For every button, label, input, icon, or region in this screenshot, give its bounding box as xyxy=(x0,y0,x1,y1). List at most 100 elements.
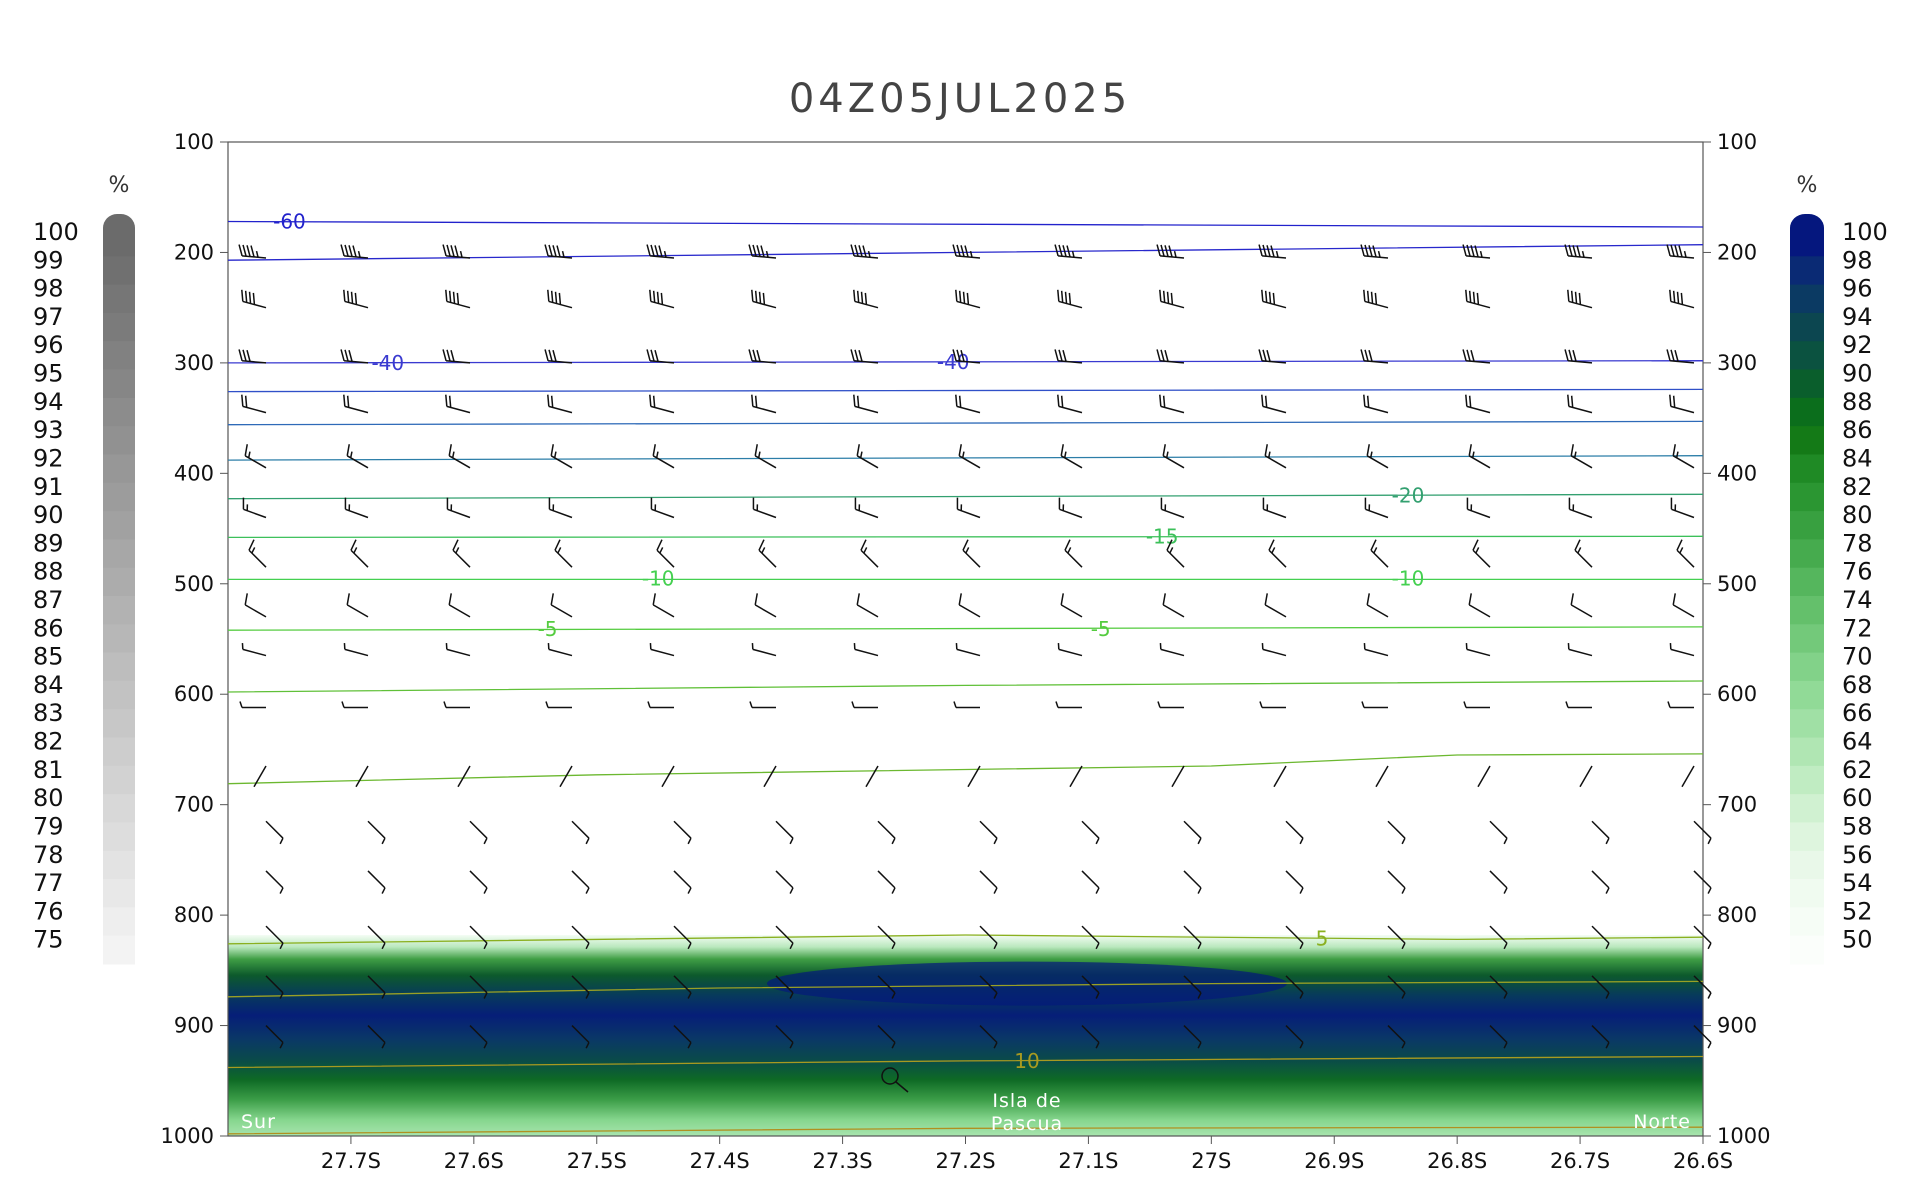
wind-barb-flag xyxy=(280,838,283,844)
wind-barb-flag xyxy=(243,350,246,361)
right-colorbar-swatch xyxy=(1790,653,1824,682)
wind-barb-flag xyxy=(1476,547,1479,553)
y-tick-label-right: 1000 xyxy=(1717,1124,1770,1148)
wind-barb-flag xyxy=(1056,701,1058,707)
contour-label: -5 xyxy=(538,617,558,641)
wind-barb-flag xyxy=(1463,349,1466,360)
wind-barb xyxy=(1056,701,1082,707)
wind-barb xyxy=(449,444,470,468)
wind-barb xyxy=(551,593,572,617)
wind-barb-flag xyxy=(1175,251,1176,257)
right-colorbar-label: 86 xyxy=(1842,416,1873,444)
left-colorbar-label: 93 xyxy=(33,416,64,444)
wind-barb-flag xyxy=(352,292,353,304)
wind-barb-shaft xyxy=(1263,649,1286,655)
left-colorbar-label: 89 xyxy=(33,529,64,557)
wind-barb xyxy=(650,290,674,308)
wind-barb-flag xyxy=(1361,245,1364,256)
left-colorbar-swatch xyxy=(103,398,135,427)
right-colorbar-swatch xyxy=(1790,511,1824,540)
wind-barb-flag xyxy=(956,395,957,407)
wind-barb-flag xyxy=(859,350,862,361)
wind-barb xyxy=(1259,245,1286,258)
wind-barb-flag xyxy=(1262,290,1263,302)
wind-barb-flag xyxy=(964,292,965,304)
wind-barb-flag xyxy=(348,396,349,408)
wind-barb-flag xyxy=(242,395,243,407)
wind-barb-flag xyxy=(1573,350,1576,361)
wind-barb-flag xyxy=(586,838,589,844)
wind-barb-flag xyxy=(243,245,246,256)
wind-barb-shaft xyxy=(1061,605,1082,617)
wind-barb-flag xyxy=(858,396,859,408)
wind-barb-flag xyxy=(1565,349,1568,360)
right-colorbar-label: 74 xyxy=(1842,586,1873,614)
left-colorbar-swatch xyxy=(103,313,135,342)
wind-barb xyxy=(1677,540,1694,568)
right-colorbar-swatch xyxy=(1790,681,1824,710)
wind-barb xyxy=(1265,593,1286,617)
wind-barb xyxy=(1065,540,1082,568)
wind-barb-flag xyxy=(1469,444,1471,456)
wind-barb-flag xyxy=(1671,350,1674,361)
left-colorbar-label: 77 xyxy=(33,869,64,897)
right-colorbar-swatch xyxy=(1790,936,1824,965)
wind-barb xyxy=(1163,444,1184,468)
wind-barb xyxy=(1365,498,1388,518)
wind-barb-flag xyxy=(1068,547,1071,553)
wind-barb xyxy=(1262,290,1286,308)
right-colorbar-label: 98 xyxy=(1842,246,1873,274)
wind-barb-shaft xyxy=(266,871,283,888)
wind-barb xyxy=(648,701,674,707)
wind-barb-flag xyxy=(1062,291,1063,303)
wind-barb-flag xyxy=(546,701,548,707)
wind-barb-flag xyxy=(1272,547,1275,553)
wind-barb xyxy=(1568,643,1592,656)
wind-barb-flag xyxy=(239,349,242,360)
wind-barb xyxy=(1070,766,1082,787)
wind-barb xyxy=(1161,498,1184,518)
right-colorbar-swatch xyxy=(1790,454,1824,483)
wind-barb-flag xyxy=(257,251,258,257)
wind-barb-shaft xyxy=(345,649,368,655)
wind-barb-flag xyxy=(451,350,454,361)
left-colorbar-label: 82 xyxy=(33,728,64,756)
wind-barb-flag xyxy=(759,452,760,458)
right-colorbar-label: 96 xyxy=(1842,275,1873,303)
left-colorbar-swatch xyxy=(103,426,135,455)
wind-barb-shaft xyxy=(651,649,674,655)
wind-barb xyxy=(341,349,368,362)
wind-barb-flag xyxy=(1271,246,1274,257)
wind-barb-flag xyxy=(1708,943,1711,949)
wind-barb-flag xyxy=(1464,701,1466,707)
y-tick-label-left: 1000 xyxy=(161,1124,214,1148)
wind-barb-flag xyxy=(957,245,960,256)
wind-barb-flag xyxy=(484,838,487,844)
wind-barb xyxy=(243,498,266,518)
wind-barb-flag xyxy=(657,452,658,458)
left-colorbar-swatch xyxy=(103,653,135,682)
wind-barb xyxy=(351,540,368,568)
wind-barb xyxy=(242,395,266,413)
wind-barb xyxy=(368,871,385,894)
wind-barb xyxy=(1371,540,1388,568)
wind-barb-flag xyxy=(767,251,768,257)
wind-barb xyxy=(956,643,980,656)
right-colorbar-swatch xyxy=(1790,256,1824,285)
wind-barb xyxy=(1364,643,1388,656)
right-colorbar-label: 62 xyxy=(1842,756,1873,784)
right-colorbar-label: 52 xyxy=(1842,897,1873,925)
wind-barb-flag xyxy=(553,350,556,361)
right-colorbar-swatch xyxy=(1790,738,1824,767)
wind-barb-shaft xyxy=(1388,871,1405,888)
wind-barb-shaft xyxy=(776,871,793,888)
wind-barb-shaft xyxy=(549,649,572,655)
wind-barb-flag xyxy=(549,245,552,256)
wind-barb xyxy=(1364,395,1388,413)
left-colorbar-label: 76 xyxy=(33,897,64,925)
right-colorbar-label: 94 xyxy=(1842,303,1873,331)
wind-barb-shaft xyxy=(1592,871,1609,888)
wind-barb-flag xyxy=(954,701,956,707)
x-tick-label: 27.4S xyxy=(690,1149,750,1173)
right-colorbar-unit: % xyxy=(1797,173,1818,198)
